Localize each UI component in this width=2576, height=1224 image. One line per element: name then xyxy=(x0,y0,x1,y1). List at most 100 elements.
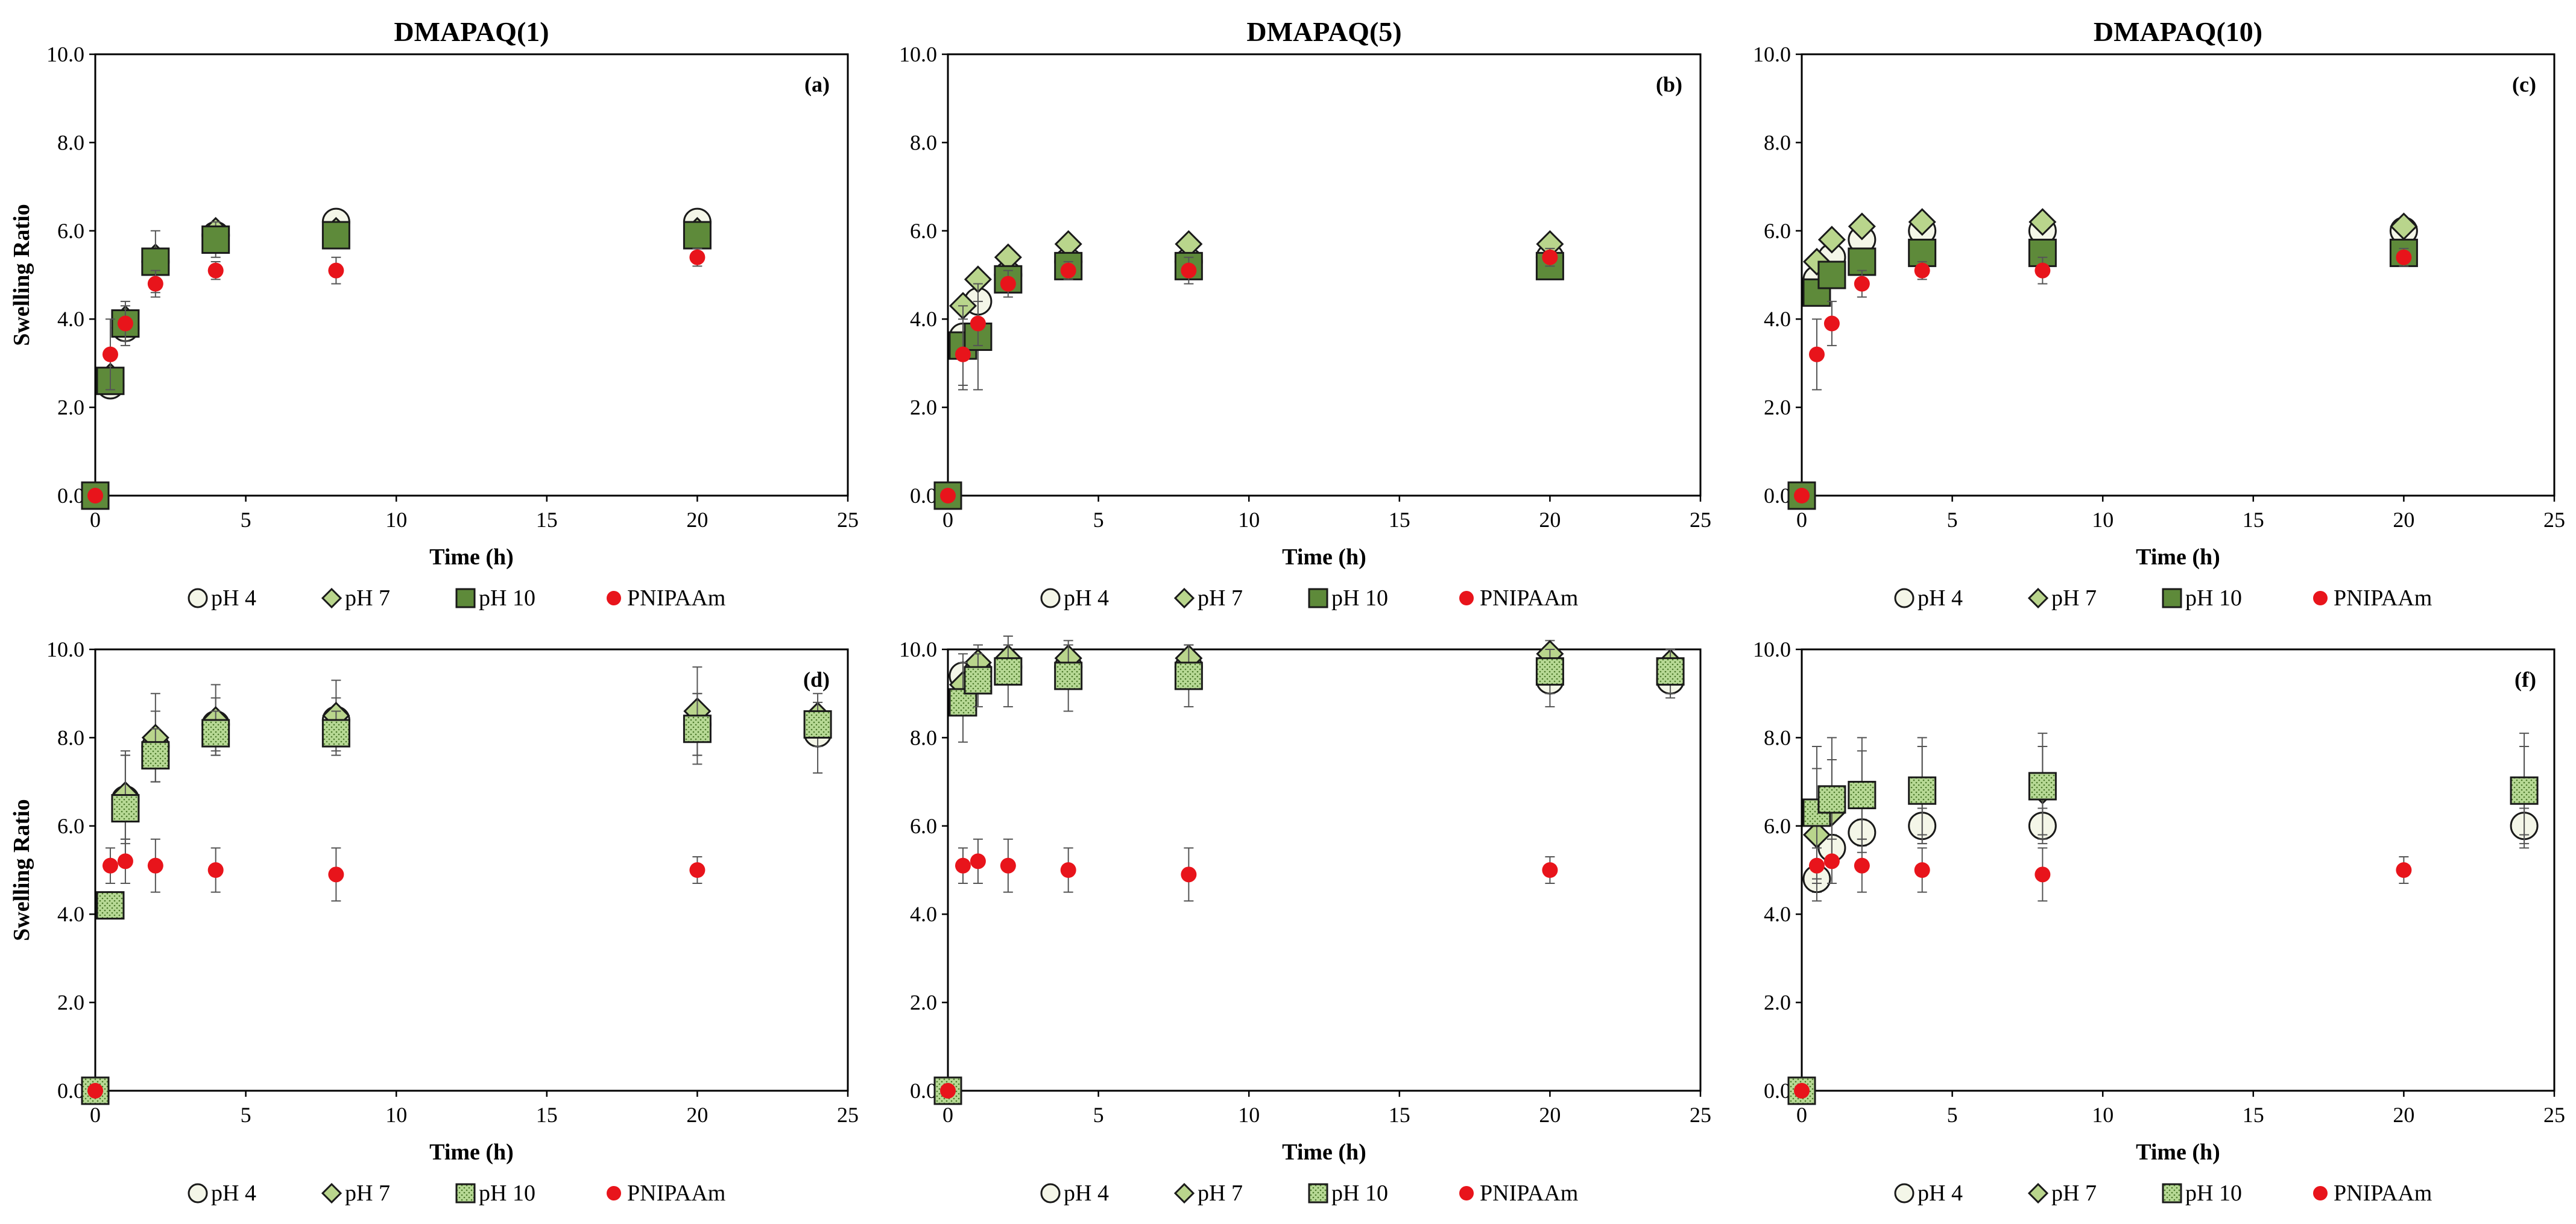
data-point-pnipaam xyxy=(1823,853,1840,869)
panel-label: (d) xyxy=(803,667,830,692)
y-tick-label: 4.0 xyxy=(57,902,84,926)
series-ph-4 xyxy=(933,243,1564,510)
x-tick-label: 25 xyxy=(2543,1103,2565,1127)
legend-label: pH 4 xyxy=(1064,1181,1109,1206)
series-ph-10 xyxy=(933,251,1564,510)
data-point-ph-10 xyxy=(201,719,230,748)
data-point-pnipaam xyxy=(1000,276,1016,292)
legend-marker xyxy=(1040,588,1061,608)
y-tick-label: 10.0 xyxy=(46,42,84,66)
data-point-pnipaam xyxy=(87,488,103,503)
panel-label: (c) xyxy=(2512,72,2536,96)
legend-item-ph-10: pH 10 xyxy=(2162,1181,2242,1206)
data-point-pnipaam xyxy=(970,315,986,332)
y-tick-label: 8.0 xyxy=(1764,725,1791,749)
legend-item-pnipaam: PNIPAAm xyxy=(2313,1181,2432,1206)
x-tick-label: 20 xyxy=(1539,1103,1561,1127)
legend-label: pH 4 xyxy=(1918,1181,1963,1206)
x-axis-title: Time (h) xyxy=(1282,544,1366,570)
data-point-pnipaam xyxy=(955,857,971,874)
legend-label: pH 4 xyxy=(1064,585,1109,611)
series-ph-4 xyxy=(933,649,1685,1105)
series-ph-7 xyxy=(933,640,1685,1105)
legend-label: pH 4 xyxy=(211,585,256,611)
x-tick-label: 15 xyxy=(536,508,558,532)
x-tick-label: 0 xyxy=(90,1103,101,1127)
series-ph-10 xyxy=(81,221,712,510)
data-point-pnipaam xyxy=(207,862,224,878)
data-point-ph-10 xyxy=(1908,776,1937,805)
x-tick-label: 0 xyxy=(1796,1103,1807,1127)
y-tick-label: 6.0 xyxy=(1764,814,1791,838)
data-point-pnipaam xyxy=(1181,262,1197,279)
x-tick-label: 10 xyxy=(2092,508,2114,532)
plot-frame xyxy=(1801,53,2555,497)
legend-label: pH 10 xyxy=(479,585,535,611)
legend-label: pH 10 xyxy=(1331,585,1388,611)
data-point-pnipaam xyxy=(1000,857,1016,874)
plot-frame xyxy=(947,53,1702,497)
data-point-pnipaam xyxy=(102,857,118,874)
legend-label: pH 4 xyxy=(211,1181,256,1206)
series-pnipaam xyxy=(1794,838,2412,1099)
legend-item-ph-4: pH 4 xyxy=(188,1181,256,1206)
data-point-ph-10 xyxy=(683,715,712,743)
x-axis-title: Time (h) xyxy=(429,544,514,570)
series-ph-4 xyxy=(1787,807,2539,1105)
data-point-pnipaam xyxy=(1060,262,1076,279)
chart-title: DMAPAQ(1) xyxy=(394,16,549,47)
x-tick-label: 10 xyxy=(385,1103,407,1127)
legend-label: pH 10 xyxy=(2185,585,2242,611)
data-point-ph-10 xyxy=(994,657,1023,686)
legend-marker xyxy=(2027,1182,2049,1204)
x-axis-title: Time (h) xyxy=(2136,1140,2220,1165)
data-point-pnipaam xyxy=(1808,346,1825,362)
plot-frame xyxy=(94,648,849,1092)
legend-item-pnipaam: PNIPAAm xyxy=(1459,585,1578,611)
y-tick-label: 2.0 xyxy=(910,991,937,1015)
data-point-pnipaam xyxy=(2035,866,2051,883)
y-tick-label: 2.0 xyxy=(57,396,84,420)
data-point-pnipaam xyxy=(1542,249,1558,265)
data-point-ph-7 xyxy=(1908,208,1936,236)
legend-item-pnipaam: PNIPAAm xyxy=(1459,1181,1578,1206)
data-point-pnipaam xyxy=(689,862,706,878)
panel-label: (a) xyxy=(804,72,830,96)
x-tick-label: 15 xyxy=(2243,508,2264,532)
data-point-ph-10 xyxy=(1054,661,1083,690)
y-tick-label: 4.0 xyxy=(910,902,937,926)
series-ph-10 xyxy=(1787,733,2539,1105)
series-pnipaam xyxy=(940,838,1558,1099)
legend-label: PNIPAAm xyxy=(1480,585,1578,611)
data-point-pnipaam xyxy=(328,866,344,883)
data-point-pnipaam xyxy=(147,276,163,292)
legend-item-ph-4: pH 4 xyxy=(1040,585,1109,611)
series-ph-7 xyxy=(1787,746,2539,1105)
data-point-pnipaam xyxy=(940,488,956,503)
legend-marker xyxy=(1173,1182,1195,1204)
series-pnipaam xyxy=(1794,248,2412,503)
legend-label: pH 7 xyxy=(2051,585,2097,611)
y-tick-label: 10.0 xyxy=(899,637,937,661)
legend-marker xyxy=(607,591,621,605)
chart-panel-b: DMAPAQ(5) (b) 0.0 2.0 4.0 6.0 8.0 10.0 0 5 10 15 20 2… xyxy=(899,16,1711,611)
plot-frame xyxy=(94,53,849,497)
data-point-ph-10 xyxy=(96,891,125,920)
series-pnipaam xyxy=(940,248,1558,503)
legend: pH 4 pH 7 pH 10 PNIPAAm xyxy=(1894,1181,2432,1206)
y-tick-label: 10.0 xyxy=(46,637,84,661)
y-tick-label: 6.0 xyxy=(57,814,84,838)
data-point-ph-10 xyxy=(1174,661,1203,690)
legend-marker xyxy=(2162,1183,2182,1203)
legend-item-ph-4: pH 4 xyxy=(1040,1181,1109,1206)
legend-item-ph-7: pH 7 xyxy=(1173,1181,1243,1206)
data-point-pnipaam xyxy=(940,1083,956,1099)
y-tick-label: 6.0 xyxy=(910,219,937,243)
y-tick-label: 2.0 xyxy=(57,991,84,1015)
legend-label: pH 10 xyxy=(479,1181,535,1206)
series-ph-4 xyxy=(81,207,712,510)
data-point-ph-10 xyxy=(2028,772,2057,801)
legend-item-pnipaam: PNIPAAm xyxy=(607,585,725,611)
x-tick-label: 20 xyxy=(686,508,708,532)
y-tick-label: 0.0 xyxy=(910,1079,937,1103)
